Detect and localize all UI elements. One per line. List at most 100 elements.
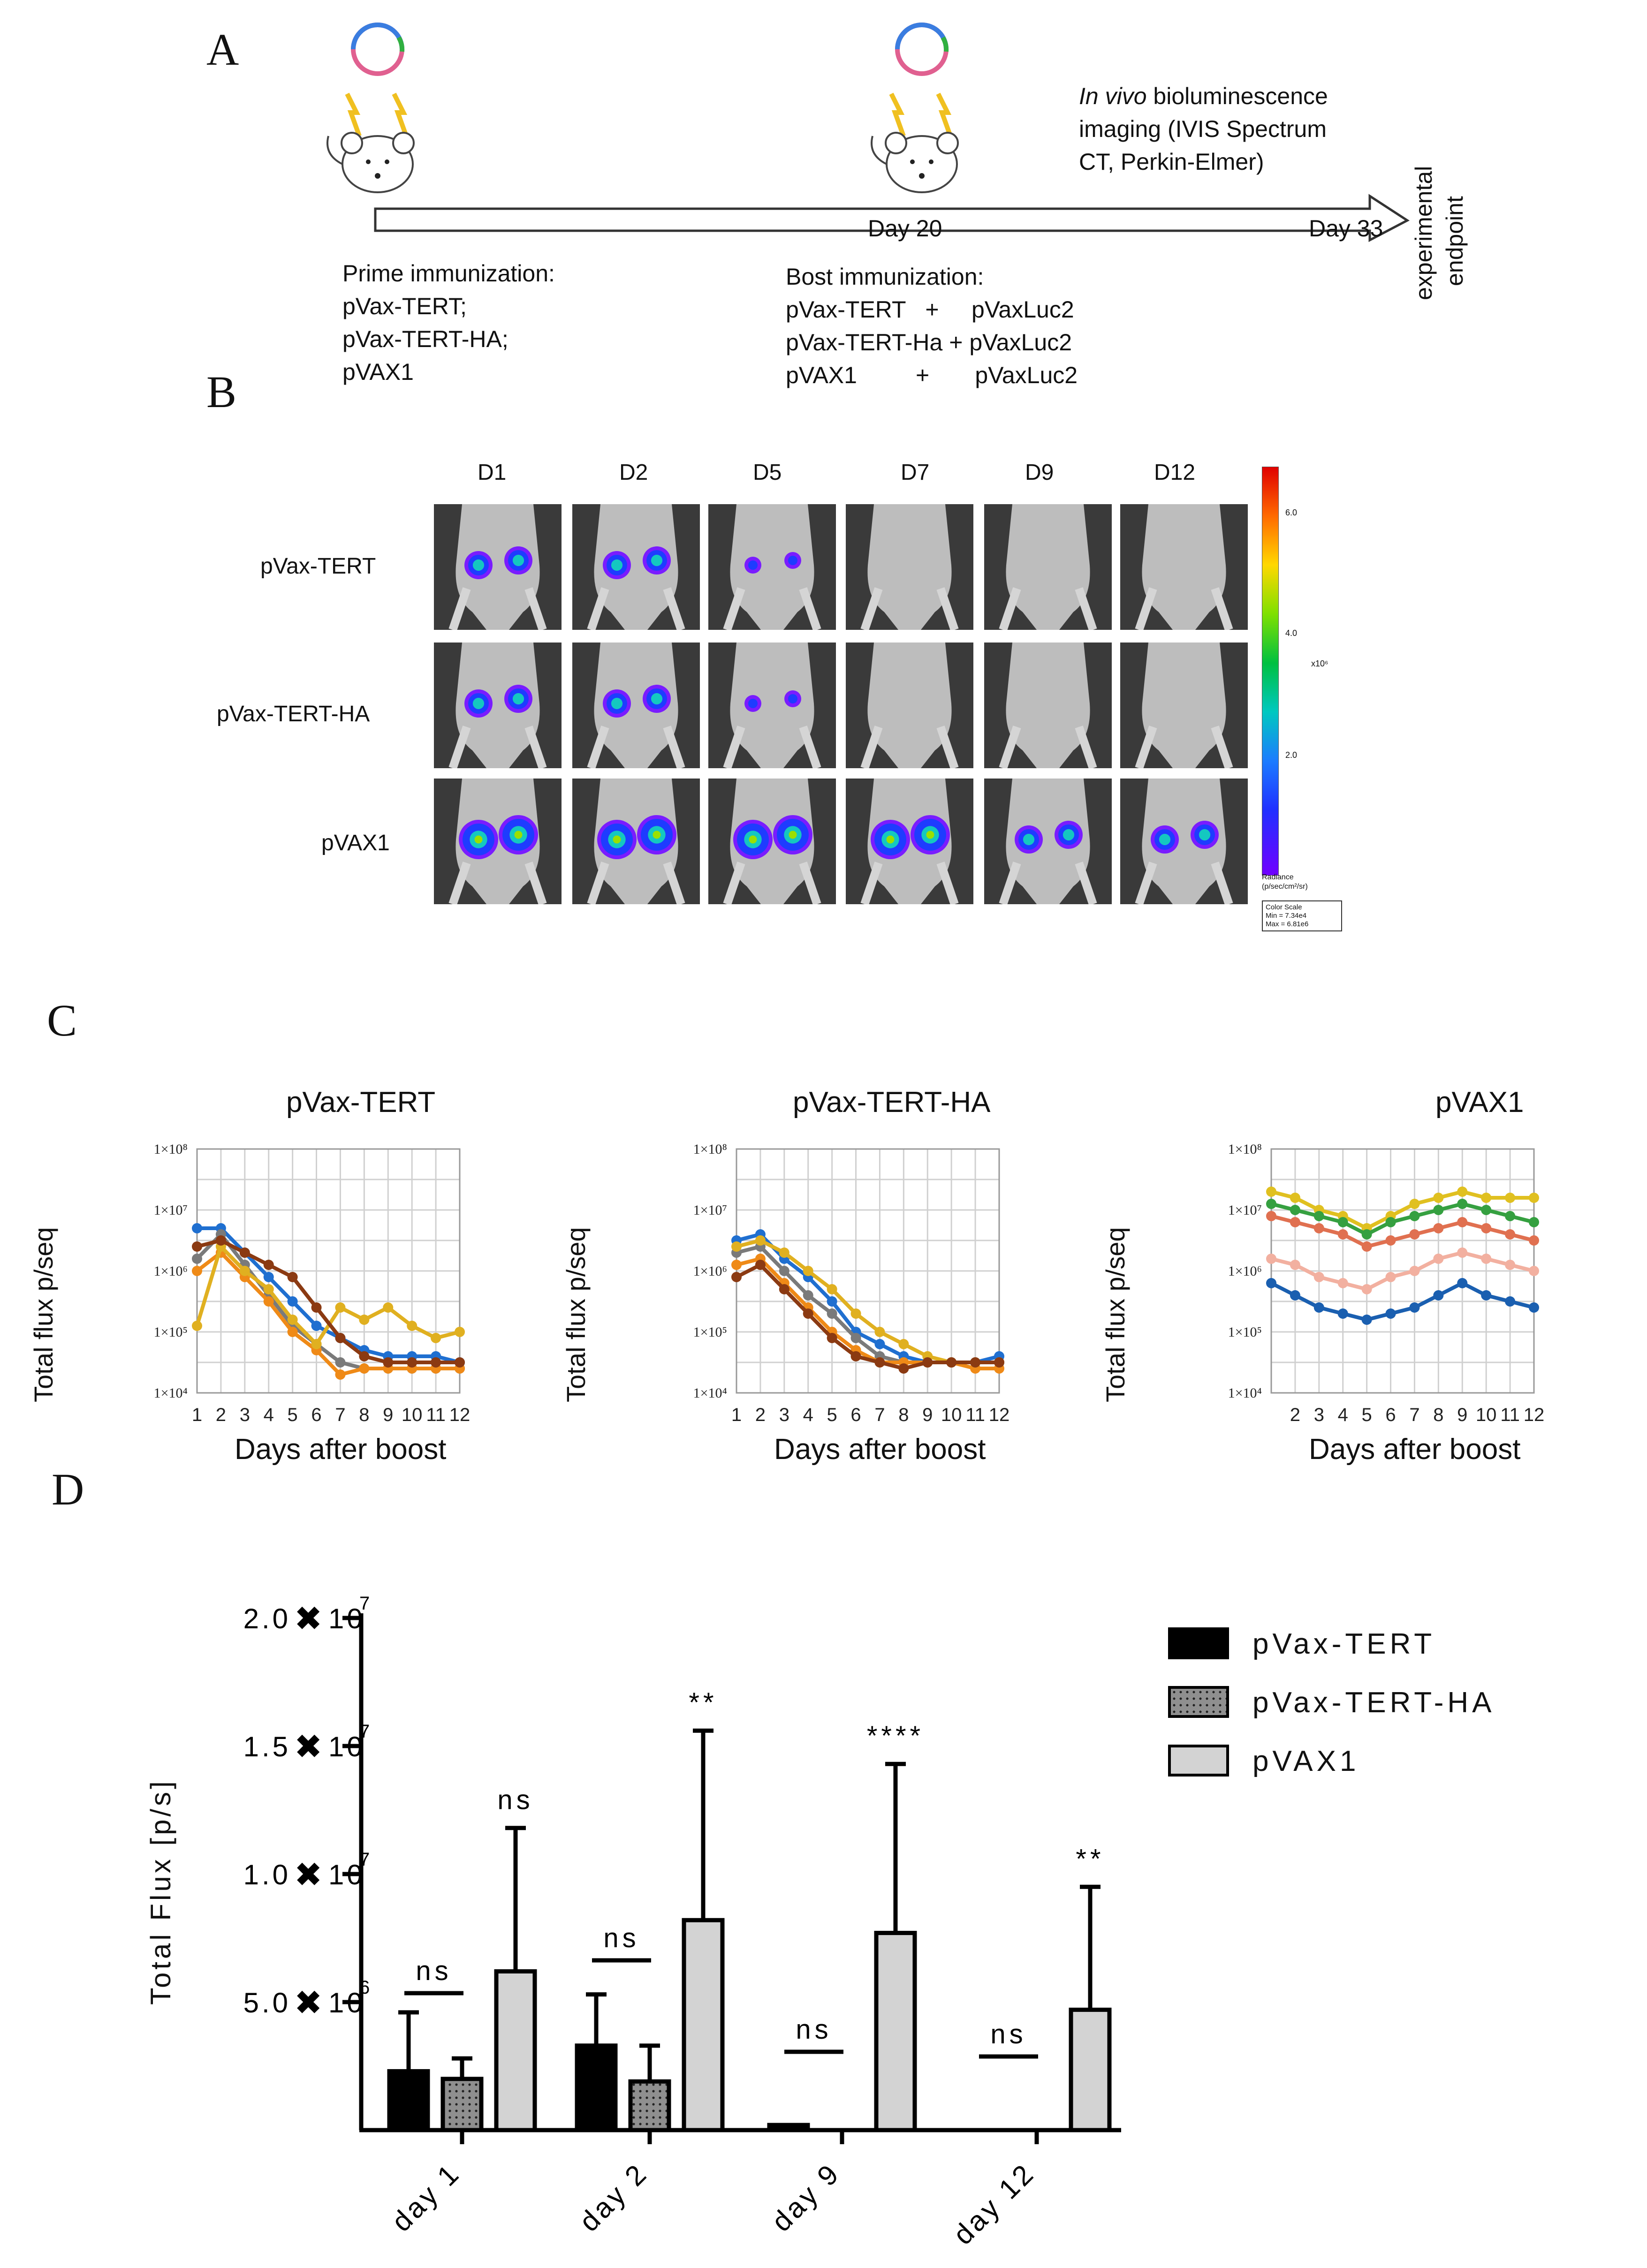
timeline-arrow bbox=[374, 194, 1410, 242]
line-chart-ytick: 1×10⁴ bbox=[693, 1385, 727, 1401]
scale-tick: 6.0 bbox=[1285, 508, 1298, 517]
line-chart-ytick: 1×10⁸ bbox=[154, 1142, 188, 1157]
panel-a-letter: A bbox=[206, 24, 239, 75]
line-point bbox=[1457, 1217, 1468, 1227]
legend-label: pVax-TERT-HA bbox=[1252, 1686, 1495, 1719]
line-point bbox=[1290, 1217, 1300, 1227]
line-point bbox=[1529, 1266, 1539, 1276]
line-point bbox=[1409, 1199, 1420, 1209]
line-point bbox=[263, 1284, 274, 1294]
line-chart-ytick: 1×10⁸ bbox=[693, 1142, 727, 1157]
scale-tick: 2.0 bbox=[1285, 750, 1298, 760]
color-scale-line: Min = 7.34e4 bbox=[1266, 912, 1307, 920]
line-point bbox=[192, 1321, 202, 1331]
line-point bbox=[335, 1302, 346, 1313]
mouse-image bbox=[984, 504, 1112, 630]
line-chart-xtick: 4 bbox=[1338, 1405, 1348, 1425]
line-chart-xtick: 11 bbox=[426, 1405, 446, 1425]
significance-ns-label: ns bbox=[796, 2014, 832, 2045]
line-chart-xtick: 3 bbox=[240, 1405, 250, 1425]
bar-ytick-base: 10 bbox=[328, 1859, 365, 1890]
line-point bbox=[1433, 1223, 1444, 1233]
bar bbox=[1069, 2007, 1112, 2132]
line-point bbox=[239, 1247, 250, 1258]
line-point bbox=[874, 1327, 885, 1337]
line-point bbox=[1481, 1223, 1492, 1233]
line-chart-xtick: 5 bbox=[1362, 1405, 1372, 1425]
line-series bbox=[736, 1244, 999, 1364]
line-point bbox=[1266, 1278, 1276, 1288]
day-20-label: Day 20 bbox=[868, 215, 942, 242]
panel-c-letter: C bbox=[47, 995, 77, 1045]
line-point bbox=[1409, 1211, 1420, 1221]
line-point bbox=[1361, 1315, 1372, 1325]
line-chart-xtick: 12 bbox=[989, 1405, 1010, 1425]
line-point bbox=[803, 1290, 813, 1300]
line-series bbox=[736, 1263, 999, 1371]
prime-line: pVax-TERT; bbox=[342, 293, 467, 319]
legend-label: pVax-TERT bbox=[1252, 1628, 1436, 1660]
line-point bbox=[263, 1296, 274, 1307]
mouse-image bbox=[708, 504, 836, 630]
line-point bbox=[1266, 1254, 1276, 1264]
line-point bbox=[455, 1327, 465, 1337]
bar-category-label: day 12 bbox=[947, 2157, 1041, 2251]
line-point bbox=[1481, 1193, 1492, 1203]
imaging-day-label: D1 bbox=[478, 460, 507, 485]
bar-ytick-exp: 6 bbox=[359, 1977, 370, 1998]
line-chart-xtick: 12 bbox=[1524, 1405, 1545, 1425]
line-point bbox=[874, 1357, 885, 1368]
line-chart-title: pVax-TERT-HA bbox=[793, 1086, 991, 1119]
multiply-icon: ✖ bbox=[294, 1856, 322, 1894]
line-point bbox=[192, 1223, 202, 1233]
line-point bbox=[383, 1357, 394, 1368]
mouse-image bbox=[708, 779, 836, 904]
bar-category-label: day 9 bbox=[766, 2157, 846, 2238]
line-chart-xtick: 12 bbox=[449, 1405, 471, 1425]
line-point bbox=[1361, 1284, 1372, 1294]
line-point bbox=[803, 1308, 813, 1319]
line-point bbox=[803, 1266, 813, 1276]
bar-ytick-base: 10 bbox=[328, 1731, 365, 1762]
line-chart-xtick: 5 bbox=[288, 1405, 298, 1425]
line-point bbox=[1337, 1278, 1348, 1288]
mouse-image bbox=[434, 779, 562, 904]
line-point bbox=[192, 1254, 202, 1264]
line-point bbox=[1313, 1302, 1324, 1313]
line-point bbox=[359, 1363, 370, 1374]
legend-label: pVAX1 bbox=[1252, 1745, 1360, 1777]
line-chart-ytick: 1×10⁴ bbox=[154, 1385, 188, 1401]
line-chart-xtick: 1 bbox=[731, 1405, 742, 1425]
line-chart-xtick: 3 bbox=[1314, 1405, 1324, 1425]
line-point bbox=[1361, 1241, 1372, 1252]
bar bbox=[575, 2043, 618, 2132]
line-point bbox=[192, 1266, 202, 1276]
line-point bbox=[1385, 1235, 1396, 1246]
line-point bbox=[898, 1363, 909, 1374]
prime-line: Prime immunization: bbox=[342, 260, 555, 287]
line-point bbox=[335, 1369, 346, 1380]
line-point bbox=[731, 1272, 742, 1282]
line-chart-ytick: 1×10⁶ bbox=[1228, 1263, 1262, 1279]
line-point bbox=[455, 1357, 465, 1368]
line-chart-xtick: 10 bbox=[941, 1405, 962, 1425]
line-chart-xtick: 9 bbox=[383, 1405, 393, 1425]
line-chart-xtick: 7 bbox=[874, 1405, 885, 1425]
line-chart-xtick: 5 bbox=[827, 1405, 837, 1425]
line-point bbox=[1266, 1211, 1276, 1221]
mouse-prime-icon bbox=[326, 23, 415, 193]
line-chart-title: pVAX1 bbox=[1435, 1086, 1524, 1119]
line-point bbox=[1361, 1229, 1372, 1240]
line-chart-ylabel: Total flux p/seq bbox=[29, 1227, 58, 1402]
line-point bbox=[263, 1260, 274, 1270]
line-point bbox=[1457, 1247, 1468, 1258]
imaging-day-label: D7 bbox=[901, 460, 930, 485]
line-point bbox=[1505, 1211, 1516, 1221]
line-point bbox=[779, 1247, 789, 1258]
line-point bbox=[827, 1284, 837, 1294]
line-point bbox=[1290, 1205, 1300, 1215]
line-chart-xtick: 10 bbox=[1476, 1405, 1497, 1425]
